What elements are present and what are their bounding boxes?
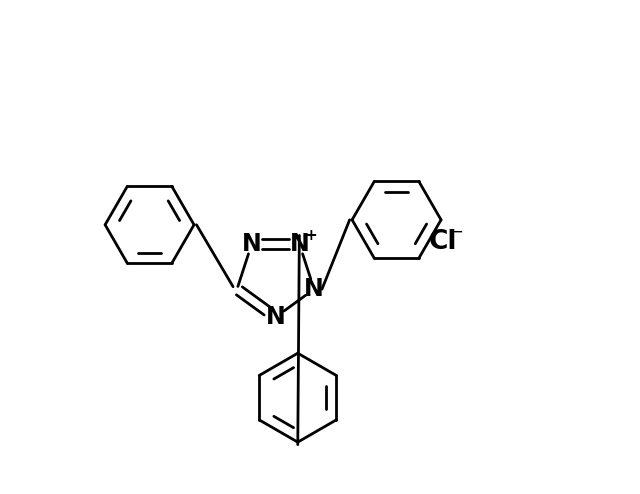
Text: Cl: Cl: [429, 229, 457, 255]
Text: N: N: [289, 232, 309, 256]
Text: N: N: [266, 305, 285, 329]
Text: +: +: [305, 228, 317, 244]
Text: −: −: [449, 222, 463, 240]
Text: N: N: [242, 232, 262, 256]
Text: N: N: [304, 277, 324, 301]
